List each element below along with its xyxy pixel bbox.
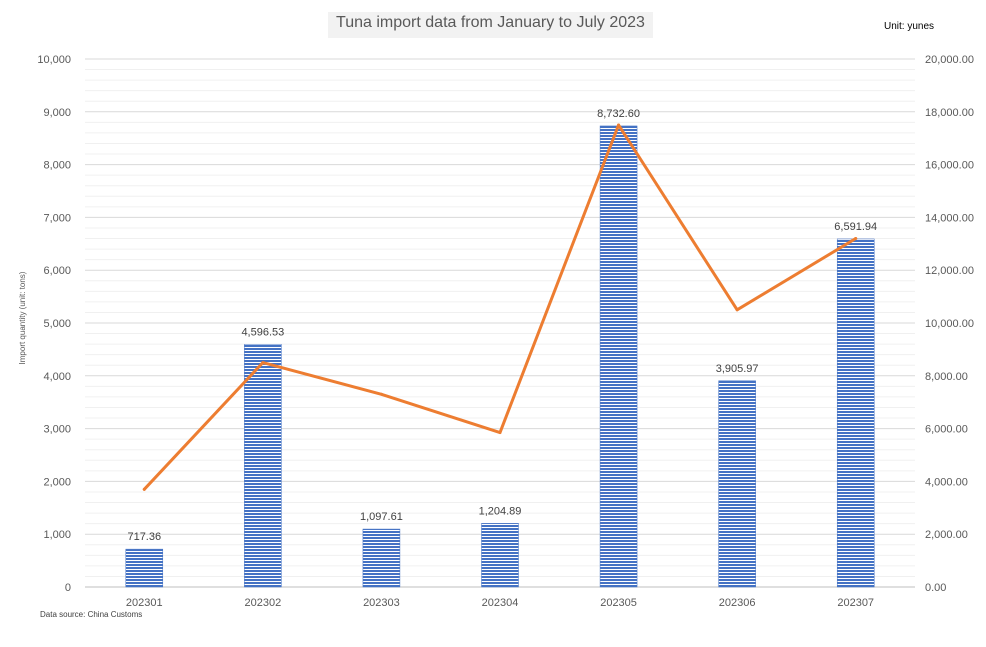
bar: [599, 125, 638, 588]
y-axis-label: Import quantity (unit: tons): [18, 271, 27, 364]
x-tick-label: 202301: [126, 597, 163, 609]
bar: [362, 528, 401, 588]
bar: [244, 344, 282, 588]
left-tick-label: 7,000: [43, 212, 71, 224]
bar: [718, 380, 756, 588]
x-tick-label: 202307: [837, 597, 874, 609]
left-tick-label: 3,000: [43, 424, 71, 436]
bar: [125, 548, 164, 588]
bar-data-label: 4,596.53: [241, 326, 284, 338]
x-tick-label: 202302: [244, 597, 281, 609]
left-tick-label: 9,000: [43, 107, 71, 119]
right-tick-label: 20,000.00: [925, 54, 974, 66]
chart-title: Tuna import data from January to July 20…: [336, 14, 645, 31]
line-point: [617, 123, 621, 127]
line-point: [142, 487, 146, 491]
right-tick-label: 2,000.00: [925, 529, 968, 541]
data-source-note: Data source: China Customs: [40, 610, 143, 619]
left-tick-label: 10,000: [37, 54, 71, 66]
left-tick-label: 2,000: [43, 476, 71, 488]
bar-data-label: 6,591.94: [834, 221, 877, 233]
bar-data-label: 3,905.97: [716, 363, 759, 375]
left-tick-label: 5,000: [43, 318, 71, 330]
right-tick-label: 10,000.00: [925, 318, 974, 330]
x-tick-label: 202305: [600, 597, 637, 609]
left-tick-label: 8,000: [43, 160, 71, 172]
right-tick-label: 12,000.00: [925, 265, 974, 277]
bar-data-label: 1,204.89: [479, 505, 522, 517]
right-tick-label: 18,000.00: [925, 107, 974, 119]
left-tick-label: 6,000: [43, 265, 71, 277]
bar-data-label: 1,097.61: [360, 511, 403, 523]
right-tick-label: 0.00: [925, 582, 946, 594]
right-tick-label: 14,000.00: [925, 212, 974, 224]
bar: [836, 238, 875, 588]
line-point: [379, 392, 383, 396]
line-point: [854, 237, 858, 241]
right-tick-label: 6,000.00: [925, 424, 968, 436]
line-point: [498, 431, 502, 435]
chart-title-background: [328, 12, 653, 38]
line-point: [261, 361, 265, 365]
right-tick-label: 16,000.00: [925, 160, 974, 172]
bar-data-label: 8,732.60: [597, 108, 640, 120]
x-tick-label: 202303: [363, 597, 400, 609]
x-tick-label: 202306: [719, 597, 756, 609]
line-point: [735, 308, 739, 312]
right-tick-label: 4,000.00: [925, 476, 968, 488]
left-tick-label: 0: [65, 582, 71, 594]
bar: [481, 523, 519, 588]
left-tick-label: 1,000: [43, 529, 71, 541]
x-tick-label: 202304: [482, 597, 519, 609]
right-tick-label: 8,000.00: [925, 371, 968, 383]
left-tick-label: 4,000: [43, 371, 71, 383]
unit-note: Unit: yunes: [884, 21, 935, 32]
bar-data-label: 717.36: [127, 531, 161, 543]
